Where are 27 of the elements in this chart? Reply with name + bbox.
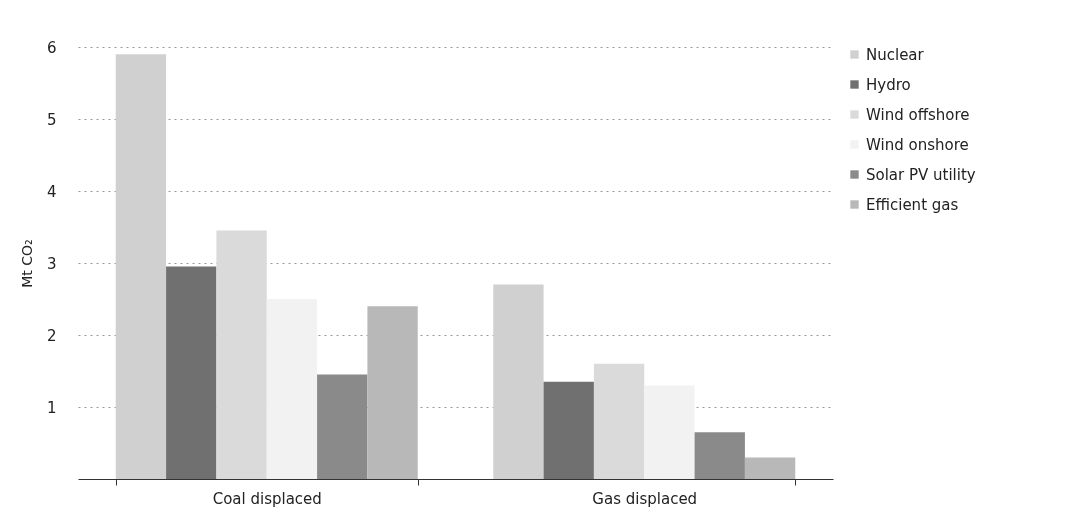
bar — [367, 306, 418, 479]
bar — [115, 54, 167, 479]
y-tick-label: 6 — [46, 38, 57, 57]
y-tick-label: 5 — [46, 110, 57, 129]
bar — [317, 374, 368, 479]
legend-label: Solar PV utility — [866, 165, 976, 184]
bar — [543, 381, 594, 479]
y-tick-label: 1 — [46, 398, 57, 417]
x-tick-label: Gas displaced — [592, 489, 698, 508]
y-tick-label: 3 — [46, 254, 57, 273]
legend-label: Nuclear — [866, 45, 925, 64]
bar — [593, 363, 645, 479]
y-axis-title: Mt CO₂ — [18, 239, 35, 288]
bar — [694, 432, 745, 479]
bar — [493, 284, 544, 479]
legend-label: Wind offshore — [866, 105, 970, 124]
bar — [744, 457, 796, 479]
y-tick-label: 2 — [46, 326, 57, 345]
legend-label: Efficient gas — [866, 195, 959, 214]
y-tick-label: 4 — [46, 182, 57, 201]
legend-label: Wind onshore — [866, 135, 969, 154]
bar — [266, 299, 318, 479]
legend-label: Hydro — [866, 75, 911, 94]
bar — [644, 385, 695, 479]
bar — [216, 230, 267, 479]
x-tick-label: Coal displaced — [212, 489, 322, 508]
bar — [166, 266, 217, 479]
